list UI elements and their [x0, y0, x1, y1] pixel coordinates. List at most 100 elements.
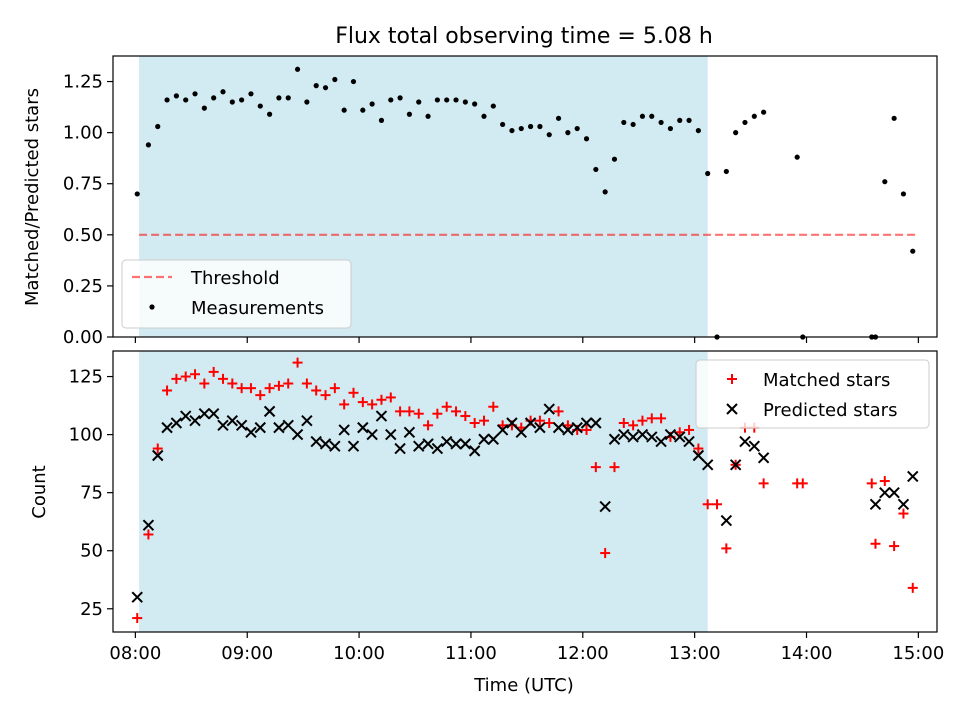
predicted-star-point-b: [692, 449, 705, 462]
predicted-star-point: [422, 438, 434, 450]
measurement-point: [500, 121, 506, 128]
ratio-x-ticks: [134, 337, 919, 343]
predicted-star-point: [580, 417, 593, 429]
predicted-star-point-b: [161, 421, 173, 434]
predicted-star-point-b: [301, 414, 313, 427]
predicted-star-point-b: [664, 428, 677, 441]
predicted-star-point: [748, 440, 761, 452]
measurement-point: [332, 76, 338, 83]
predicted-star-point: [879, 486, 891, 499]
predicted-star-point-b: [590, 417, 602, 429]
predicted-star-point: [170, 417, 183, 429]
matched-star-point: [590, 462, 601, 473]
count-legend-box: [695, 359, 930, 429]
observing-span-bottom: [139, 351, 708, 632]
measurement-point: [733, 130, 739, 136]
predicted-star-point: [319, 438, 332, 450]
predicted-star-point-b: [599, 500, 611, 513]
predicted-star-point-b: [338, 424, 350, 436]
predicted-star-point-b: [310, 435, 322, 448]
matched-star-point: [478, 415, 489, 426]
predicted-star-point: [273, 421, 285, 434]
predicted-star-point: [524, 417, 537, 429]
measurement-point: [481, 113, 487, 119]
count-panel: 25 50 75 100 125 08:00 09:00 10:00 11:00 12:00 13…: [29, 350, 944, 696]
measurement-point: [360, 107, 366, 113]
x-tick-label: 12:00: [557, 643, 609, 664]
predicted-star-point: [720, 514, 733, 527]
measurement-point: [313, 83, 319, 89]
predicted-star-point-b: [142, 519, 155, 531]
measurement-point: [134, 191, 140, 197]
predicted-star-point-b: [422, 438, 434, 450]
predicted-legend-marker: [726, 403, 738, 415]
measurement-point: [397, 95, 403, 101]
x-tick-label: 09:00: [221, 643, 273, 664]
y-tick-label: 0.25: [63, 276, 103, 297]
predicted-star-point: [338, 424, 350, 436]
measurement-point: [583, 136, 590, 142]
matched-star-point: [488, 401, 499, 412]
predicted-star-point: [534, 421, 546, 434]
matched-star-point: [460, 411, 471, 422]
matched-star-point: [618, 417, 629, 428]
predicted-star-point-b: [366, 428, 378, 441]
measurement-point: [900, 191, 907, 197]
predicted-star-point: [907, 470, 919, 483]
predicted-star-point: [888, 486, 900, 499]
matched-star-point: [758, 478, 769, 489]
predicted-star-point: [301, 414, 313, 427]
measurement-point: [518, 125, 524, 132]
measurement-point: [350, 78, 357, 85]
predicted-star-point: [664, 428, 677, 441]
measurements-legend-swatch: [149, 304, 155, 310]
ratio-legend: Threshold Measurements: [121, 259, 352, 329]
matched-star-point: [320, 390, 331, 401]
measurement-point: [658, 119, 664, 126]
predicted-star-point: [543, 403, 555, 415]
measurement-point: [248, 91, 254, 97]
measurement-point: [416, 99, 422, 105]
matched-star-point: [721, 543, 732, 554]
predicted-star-point-b: [636, 428, 649, 441]
predicted-star-point: [431, 442, 444, 455]
predicted-star-point: [179, 410, 192, 422]
predicted-star-point: [562, 424, 574, 436]
predicted-star-point-b: [543, 403, 555, 415]
predicted-star-point-b: [720, 514, 733, 527]
predicted-star-point: [608, 433, 621, 445]
predicted-star-point-b: [394, 442, 406, 455]
predicted-star-point: [235, 419, 248, 432]
predicted-star-point: [375, 410, 388, 422]
x-tick-label: 08:00: [109, 643, 161, 664]
predicted-star-point: [357, 421, 369, 434]
measurement-point: [891, 115, 897, 121]
measurement-point: [723, 168, 729, 175]
predicted-star-point: [198, 407, 211, 420]
measurement-point: [593, 166, 599, 173]
measurement-point: [630, 121, 636, 128]
measurement-point: [434, 97, 440, 103]
predicted-star-point: [674, 431, 686, 443]
y-tick-label: 0.50: [63, 225, 103, 246]
measurement-point: [369, 101, 375, 107]
measurement-point: [882, 179, 888, 185]
measurement-point: [220, 89, 226, 95]
ratio-y-ticks: 0.00 0.25 0.50 0.75 1.00 1.25: [63, 72, 113, 348]
predicted-star-point-b: [907, 470, 919, 483]
matched-star-point: [600, 548, 611, 559]
predicted-star-point-b: [524, 417, 537, 429]
predicted-star-point: [310, 435, 322, 448]
matched-star-point: [385, 392, 396, 403]
predicted-star-point-b: [235, 419, 248, 432]
predicted-star-point-b: [515, 426, 527, 438]
matched-star-point: [152, 443, 163, 454]
matched-star-point: [190, 369, 201, 380]
predicted-star-point-b: [347, 440, 360, 452]
matched-star-point: [199, 378, 210, 389]
predicted-star-point-b: [552, 421, 565, 434]
predicted-star-point: [646, 431, 658, 443]
chart-title: Flux total observing time = 5.08 h: [335, 24, 713, 49]
count-panel-frame: [112, 350, 938, 633]
threshold-legend-label: Threshold: [190, 268, 280, 289]
